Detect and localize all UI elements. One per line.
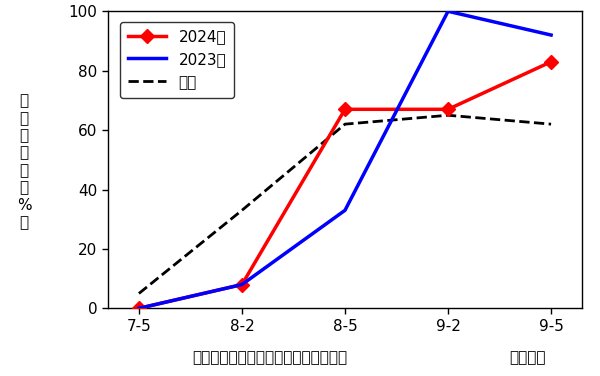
2024年: [238, 282, 245, 287]
2023年: [445, 9, 452, 14]
Line: 平年: 平年: [139, 115, 551, 294]
2024年: [341, 107, 349, 112]
平年: [547, 122, 554, 126]
2024年: [547, 59, 554, 64]
Text: 月－半旬: 月－半旬: [510, 350, 546, 365]
2024年: [445, 107, 452, 112]
Legend: 2024年, 2023年, 平年: 2024年, 2023年, 平年: [121, 22, 234, 98]
平年: [238, 208, 245, 212]
2023年: [341, 208, 349, 212]
2023年: [136, 306, 143, 311]
2023年: [547, 33, 554, 37]
Text: 発
生
ほ
場
率
（
%
）: 発 生 ほ 場 率 （ % ）: [17, 93, 31, 230]
Line: 2023年: 2023年: [139, 11, 551, 308]
Text: ハスモンヨトウ幼虫の発生ほ場率推移: ハスモンヨトウ幼虫の発生ほ場率推移: [193, 350, 347, 365]
2024年: [136, 306, 143, 311]
平年: [136, 291, 143, 296]
Line: 2024年: 2024年: [134, 57, 556, 313]
平年: [341, 122, 349, 126]
2023年: [238, 282, 245, 287]
平年: [445, 113, 452, 118]
